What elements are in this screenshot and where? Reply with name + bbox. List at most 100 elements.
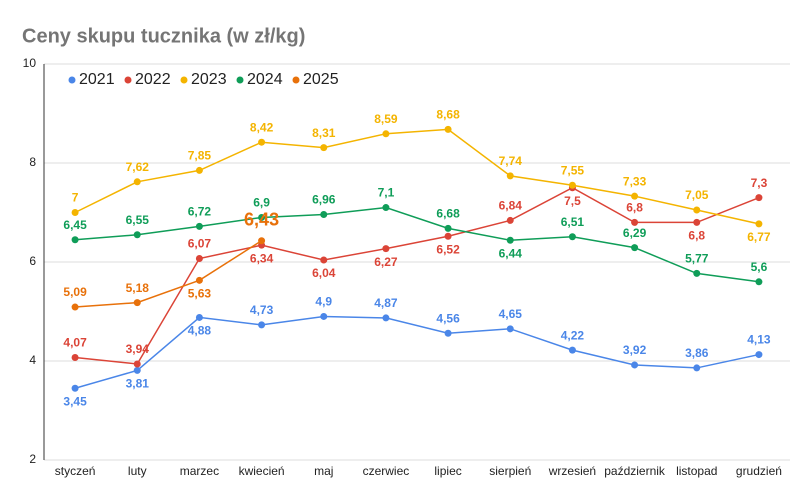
point	[71, 236, 79, 244]
x-tick-label: styczeń	[55, 464, 96, 478]
value-label: 4,88	[188, 324, 212, 338]
value-label: 7,05	[685, 188, 709, 202]
value-label: 8,42	[250, 120, 274, 134]
value-label: 6,72	[188, 205, 212, 219]
series-line	[75, 186, 760, 365]
value-label: 6,8	[688, 229, 705, 243]
value-label: 6,29	[623, 226, 647, 240]
point	[71, 354, 79, 362]
series-line	[75, 206, 760, 283]
legend-label: 2021	[79, 71, 115, 88]
point	[195, 166, 203, 174]
legend-label: 2022	[135, 71, 171, 88]
point	[133, 178, 141, 186]
chart-title: Ceny skupu tucznika (w zł/kg)	[22, 25, 305, 47]
value-label: 6,84	[499, 199, 523, 213]
value-label: 6,68	[436, 207, 460, 221]
point	[755, 194, 763, 202]
legend-marker	[124, 76, 132, 84]
series-line	[74, 315, 760, 389]
value-label: 6,43	[244, 209, 279, 229]
point	[444, 329, 452, 337]
x-tick-label: listopad	[676, 464, 717, 478]
point	[506, 172, 514, 180]
value-label: 5,77	[685, 252, 709, 266]
value-label: 4,9	[315, 295, 332, 309]
value-label: 7,85	[188, 149, 212, 163]
y-tick-label: 8	[29, 155, 36, 169]
point	[506, 236, 514, 244]
value-label: 6,34	[250, 251, 274, 265]
value-label: 6,44	[499, 246, 523, 260]
point	[258, 237, 266, 245]
value-label: 8,31	[312, 126, 336, 140]
value-label: 5,09	[63, 285, 87, 299]
value-label: 8,59	[374, 112, 398, 126]
value-label: 4,87	[374, 296, 398, 310]
value-label: 3,86	[685, 346, 709, 360]
point	[133, 366, 141, 374]
point	[693, 218, 701, 226]
value-label: 6,07	[188, 237, 212, 251]
point	[71, 303, 79, 311]
point	[382, 130, 390, 138]
value-label: 3,94	[126, 342, 150, 356]
value-label: 7,74	[499, 154, 523, 168]
point	[71, 209, 79, 216]
point	[258, 138, 266, 146]
legend-label: 2025	[303, 71, 339, 88]
point	[258, 321, 266, 329]
value-label: 6,77	[747, 230, 771, 244]
value-label: 6,96	[312, 193, 336, 207]
legend-marker	[292, 76, 300, 84]
value-label: 6,8	[626, 201, 643, 215]
x-tick-label: czerwiec	[363, 464, 410, 478]
value-label: 4,13	[747, 333, 771, 347]
point	[133, 231, 141, 239]
point	[568, 233, 576, 241]
y-tick-label: 4	[29, 353, 36, 367]
value-label: 7	[72, 191, 79, 205]
value-label: 6,51	[561, 215, 585, 229]
point	[693, 269, 701, 277]
value-label: 7,1	[378, 186, 395, 200]
value-label: 6,9	[253, 196, 270, 210]
value-label: 7,55	[561, 163, 585, 177]
legend-marker	[236, 76, 244, 84]
point	[755, 351, 763, 359]
point	[320, 210, 328, 218]
series-line	[74, 128, 760, 225]
point	[444, 232, 452, 240]
point	[320, 144, 328, 152]
value-label: 7,3	[751, 176, 768, 190]
point	[320, 312, 328, 320]
x-tick-label: kwiecień	[239, 464, 285, 478]
x-tick-label: grudzień	[736, 464, 782, 478]
x-tick-label: maj	[314, 464, 333, 478]
value-label: 4,07	[63, 336, 87, 350]
point	[382, 245, 390, 253]
value-label: 7,33	[623, 174, 647, 188]
x-tick-label: luty	[128, 464, 147, 478]
point	[133, 299, 141, 307]
point	[568, 346, 576, 354]
point	[693, 364, 701, 372]
value-label: 5,18	[126, 281, 150, 295]
legend-label: 2023	[191, 71, 227, 88]
point	[755, 220, 763, 228]
value-label: 7,62	[126, 160, 150, 174]
value-label: 6,52	[436, 242, 460, 256]
value-label: 5,63	[188, 286, 212, 300]
point	[444, 224, 452, 232]
y-tick-label: 6	[29, 254, 36, 268]
value-label: 5,6	[751, 260, 768, 274]
point	[506, 325, 514, 333]
value-label: 4,22	[561, 328, 585, 342]
point	[568, 181, 576, 189]
legend-marker	[68, 76, 76, 84]
point	[382, 204, 390, 212]
point	[382, 314, 390, 322]
point	[195, 276, 203, 284]
point	[133, 360, 141, 368]
